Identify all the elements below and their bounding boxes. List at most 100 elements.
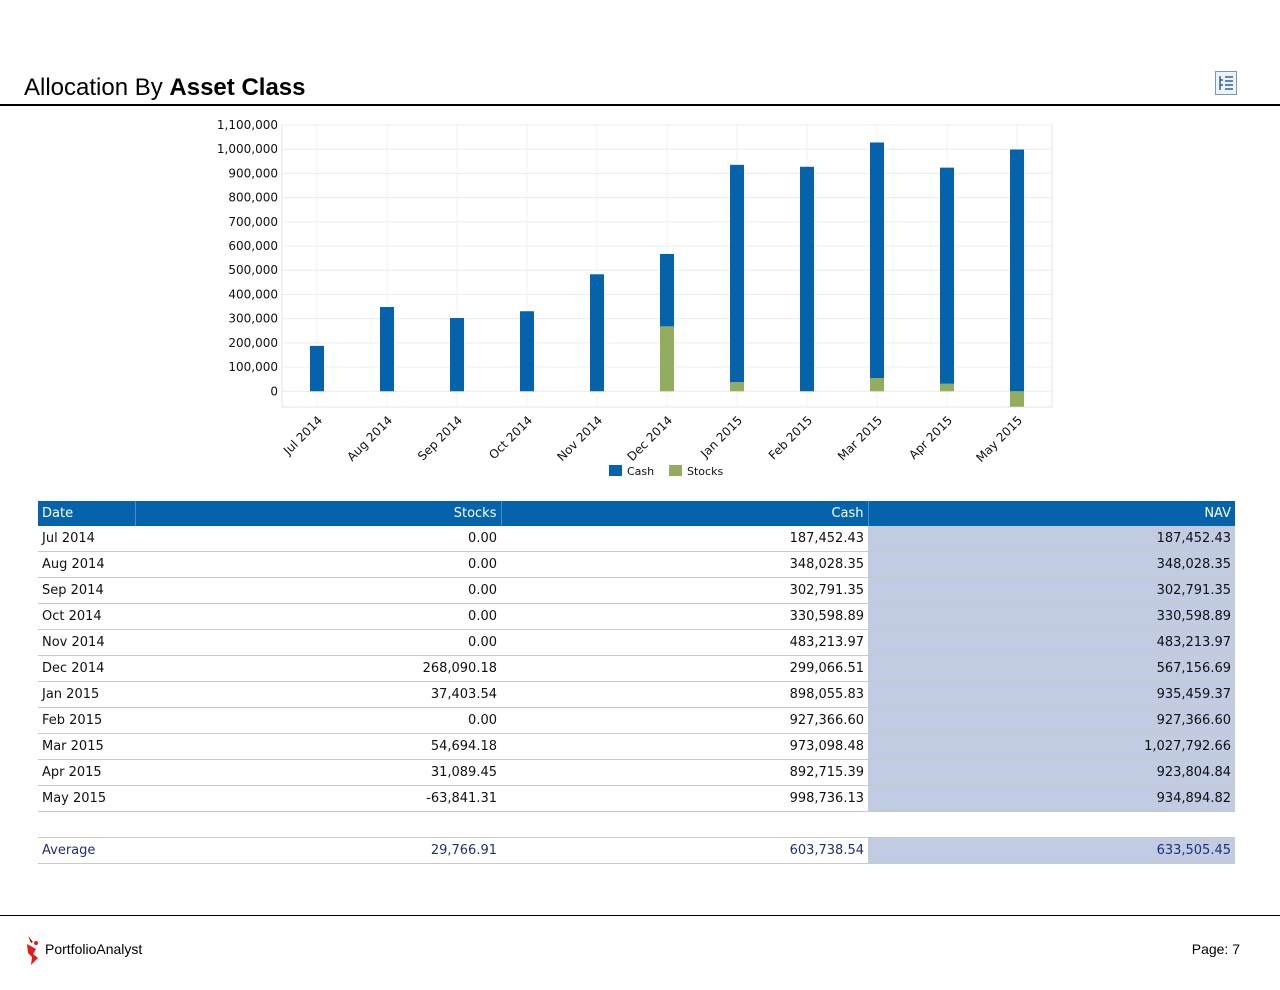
brand-name: PortfolioAnalyst xyxy=(45,941,143,957)
bar-stocks xyxy=(660,326,674,392)
average-nav: 633,505.45 xyxy=(868,837,1235,864)
cell-cash: 973,098.48 xyxy=(501,733,868,760)
cell-stocks: 0.00 xyxy=(135,707,501,734)
x-tick-label: Jul 2014 xyxy=(280,413,325,458)
x-tick-label: Dec 2014 xyxy=(625,413,676,464)
cell-date: Aug 2014 xyxy=(38,551,135,578)
bar-cash xyxy=(730,164,744,383)
y-tick-label: 1,100,000 xyxy=(217,118,278,132)
x-tick-label: Feb 2015 xyxy=(766,413,815,462)
header-stocks[interactable]: Stocks xyxy=(135,501,502,526)
x-tick-label: Jan 2015 xyxy=(697,413,745,461)
cell-nav: 330,598.89 xyxy=(868,603,1235,630)
page-number: Page: 7 xyxy=(1191,941,1240,957)
title-prefix: Allocation By xyxy=(24,74,170,101)
y-tick-label: 900,000 xyxy=(228,166,278,180)
bar-cash xyxy=(310,345,324,392)
table-row: Oct 2014 0.00 330,598.89 330,598.89 xyxy=(38,603,1235,630)
x-tick-label: Oct 2014 xyxy=(486,413,535,462)
cell-cash: 330,598.89 xyxy=(501,603,868,630)
y-axis-ticks: 0 100,000 200,000 300,000 400,000 500,000 600,… xyxy=(217,118,278,398)
chart-bars xyxy=(310,142,1024,407)
cell-nav: 1,027,792.66 xyxy=(868,733,1235,760)
table-row: Jul 2014 0.00 187,452.43 187,452.43 xyxy=(38,526,1235,552)
cell-cash: 348,028.35 xyxy=(501,551,868,578)
bar-stocks xyxy=(730,382,744,392)
cell-date: Dec 2014 xyxy=(38,655,135,682)
table-row: Jan 2015 37,403.54 898,055.83 935,459.37 xyxy=(38,681,1235,708)
cell-nav: 567,156.69 xyxy=(868,655,1235,682)
header-cash[interactable]: Cash xyxy=(501,501,869,526)
cell-nav: 302,791.35 xyxy=(868,577,1235,604)
cell-date: Mar 2015 xyxy=(38,733,135,760)
y-tick-label: 600,000 xyxy=(228,239,278,253)
table-row: Mar 2015 54,694.18 973,098.48 1,027,792.66 xyxy=(38,733,1235,760)
table-row: May 2015 -63,841.31 998,736.13 934,894.82 xyxy=(38,785,1235,812)
cell-cash: 302,791.35 xyxy=(501,577,868,604)
bar-cash xyxy=(800,166,814,392)
bar-stocks xyxy=(940,383,954,392)
cell-cash: 898,055.83 xyxy=(501,681,868,708)
table-row: Sep 2014 0.00 302,791.35 302,791.35 xyxy=(38,577,1235,604)
y-tick-label: 500,000 xyxy=(228,263,278,277)
table-row: Apr 2015 31,089.45 892,715.39 923,804.84 xyxy=(38,759,1235,786)
legend-swatch-cash xyxy=(609,465,622,476)
cell-stocks: 37,403.54 xyxy=(135,681,501,708)
cell-date: Feb 2015 xyxy=(38,707,135,734)
cell-stocks: 0.00 xyxy=(135,577,501,604)
cell-stocks: 0.00 xyxy=(135,526,501,552)
chart-legend: Cash Stocks xyxy=(609,465,723,478)
y-tick-label: 1,000,000 xyxy=(217,142,278,156)
cell-stocks: 0.00 xyxy=(135,603,501,630)
cell-cash: 892,715.39 xyxy=(501,759,868,786)
cell-date: Sep 2014 xyxy=(38,577,135,604)
average-cash: 603,738.54 xyxy=(501,837,868,864)
cell-stocks: 54,694.18 xyxy=(135,733,501,760)
header-date[interactable]: Date xyxy=(38,501,136,526)
x-tick-label: Mar 2015 xyxy=(835,413,885,463)
y-tick-label: 300,000 xyxy=(228,312,278,326)
report-list-icon[interactable] xyxy=(1215,71,1237,95)
cell-nav: 348,028.35 xyxy=(868,551,1235,578)
table-average-row: Average 29,766.91 603,738.54 633,505.45 xyxy=(38,837,1235,864)
average-label: Average xyxy=(38,837,135,864)
cell-stocks: 0.00 xyxy=(135,629,501,656)
bar-cash xyxy=(660,253,674,327)
legend-label-cash: Cash xyxy=(627,465,654,478)
title-divider xyxy=(0,104,1280,106)
y-tick-label: 700,000 xyxy=(228,215,278,229)
cell-stocks: 0.00 xyxy=(135,551,501,578)
bar-cash xyxy=(870,142,884,379)
cell-date: Nov 2014 xyxy=(38,629,135,656)
cell-stocks: 31,089.45 xyxy=(135,759,501,786)
header-nav[interactable]: NAV xyxy=(868,501,1235,526)
title-bold: Asset Class xyxy=(169,74,306,101)
bar-stocks xyxy=(1010,391,1024,407)
bar-cash xyxy=(520,311,534,392)
cell-date: May 2015 xyxy=(38,785,135,812)
cell-stocks: -63,841.31 xyxy=(135,785,501,812)
table-row: Aug 2014 0.00 348,028.35 348,028.35 xyxy=(38,551,1235,578)
y-tick-label: 100,000 xyxy=(228,360,278,374)
cell-date: Jan 2015 xyxy=(38,681,135,708)
cell-nav: 483,213.97 xyxy=(868,629,1235,656)
y-tick-label: 400,000 xyxy=(228,287,278,301)
table-row: Feb 2015 0.00 927,366.60 927,366.60 xyxy=(38,707,1235,734)
cell-date: Jul 2014 xyxy=(38,526,135,552)
table-row: Dec 2014 268,090.18 299,066.51 567,156.69 xyxy=(38,655,1235,682)
x-tick-label: Apr 2015 xyxy=(906,413,955,462)
x-axis-ticks: Jul 2014 Aug 2014 Sep 2014 Oct 2014 Nov 2014… xyxy=(280,413,1025,465)
cell-nav: 923,804.84 xyxy=(868,759,1235,786)
table-header-row: Date Stocks Cash NAV xyxy=(38,501,1235,526)
cell-stocks: 268,090.18 xyxy=(135,655,501,682)
page-title: Allocation By Asset Class xyxy=(24,74,305,102)
y-tick-label: 800,000 xyxy=(228,191,278,205)
cell-cash: 998,736.13 xyxy=(501,785,868,812)
cell-nav: 935,459.37 xyxy=(868,681,1235,708)
legend-swatch-stocks xyxy=(669,465,682,476)
cell-nav: 187,452.43 xyxy=(868,526,1235,552)
cell-cash: 483,213.97 xyxy=(501,629,868,656)
cell-nav: 927,366.60 xyxy=(868,707,1235,734)
cell-date: Apr 2015 xyxy=(38,759,135,786)
allocation-chart: 0 100,000 200,000 300,000 400,000 500,000 600,… xyxy=(217,118,1053,478)
